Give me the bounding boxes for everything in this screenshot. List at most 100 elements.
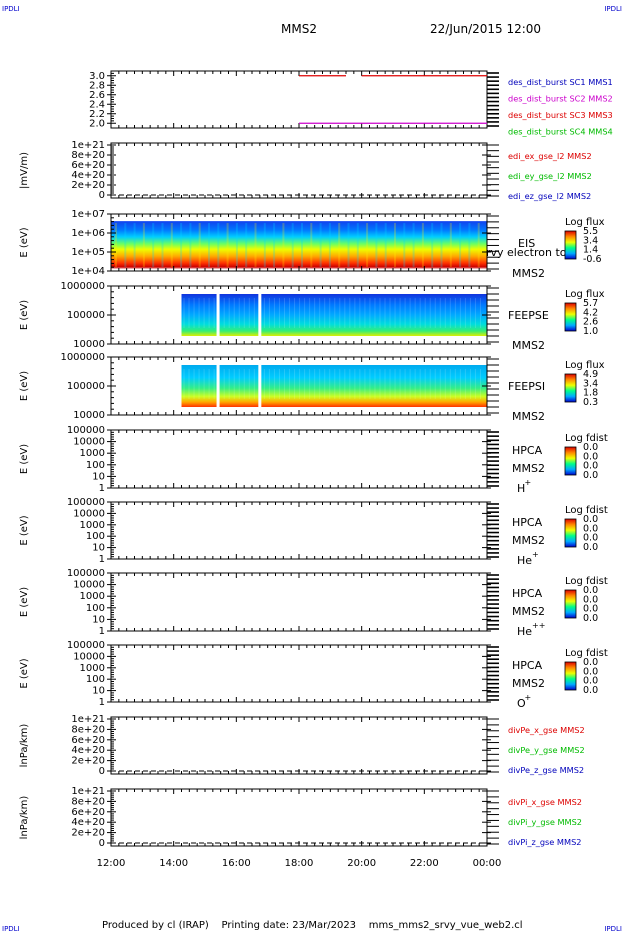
- heatmap-streak: [459, 298, 461, 328]
- heatmap-streak: [374, 298, 376, 328]
- y-axis-label: E (eV): [19, 444, 30, 474]
- corner-label-top-left: IPDLI: [2, 5, 20, 13]
- y-tick-label: 1e+06: [71, 228, 105, 239]
- colorbar: [564, 589, 577, 619]
- y-tick-label: 1e+21: [71, 140, 105, 151]
- y-tick-label: 6e+20: [71, 735, 105, 746]
- panel-feepsi: 1000000 100000 10000 E (eV) FEEPSI MMS2 Log fl…: [19, 352, 605, 423]
- heatmap-streak: [469, 369, 471, 399]
- y-tick-label: 10000: [73, 651, 105, 662]
- y-tick-label: 10000: [73, 339, 105, 350]
- heatmap-streak: [324, 369, 326, 399]
- heatmap-streak: [449, 223, 452, 267]
- heatmap-streak: [268, 369, 270, 399]
- heatmap-streak: [238, 369, 240, 399]
- y-tick-label: 1: [99, 554, 105, 565]
- y-tick-label: 0: [99, 766, 105, 777]
- colorbar-tick-label: 0.0: [583, 451, 598, 462]
- y-tick-label: 6e+20: [71, 807, 105, 818]
- heatmap-streak: [319, 223, 322, 267]
- y-tick-label: 1e+04: [71, 266, 105, 277]
- heatmap-streak: [273, 298, 275, 328]
- colorbar-title: Log fdist: [565, 505, 608, 516]
- heatmap-streak: [152, 223, 155, 267]
- x-tick-label: 00:00: [473, 858, 502, 869]
- heatmap-streak: [431, 223, 434, 267]
- heatmap-streak: [253, 298, 255, 328]
- heatmap-streak: [294, 298, 296, 328]
- spacecraft-label: MMS2: [512, 534, 545, 547]
- heatmap-streak: [115, 223, 117, 267]
- data-gap: [258, 293, 262, 337]
- spacecraft-label: MMS2: [512, 605, 545, 618]
- heatmap-streak: [273, 223, 276, 267]
- heatmap-streak: [404, 369, 406, 399]
- y-tick-label: 1000000: [60, 352, 105, 363]
- heatmap-streak: [238, 298, 240, 328]
- heatmap-streak: [334, 298, 336, 328]
- y-tick-label: 100000: [67, 310, 105, 321]
- species-label: O: [517, 697, 526, 710]
- heatmap-streak: [412, 223, 415, 267]
- heatmap-streak: [208, 223, 210, 267]
- heatmap-streak: [349, 369, 351, 399]
- heatmap-streak: [344, 298, 346, 328]
- panel-feepse: 1000000 100000 10000 E (eV) FEEPSE MMS2 Log fl…: [19, 281, 605, 352]
- heatmap-streak: [233, 369, 235, 399]
- instrument-label: HPCA: [512, 444, 543, 457]
- y-tick-label: 1: [99, 626, 105, 637]
- colorbar-tick-label: 0.0: [583, 533, 598, 544]
- heatmap-streak: [226, 223, 229, 267]
- heatmap-streak: [454, 298, 456, 328]
- heatmap-streak: [414, 369, 416, 399]
- heatmap-streak: [213, 369, 215, 399]
- heatmap-streak: [284, 369, 285, 399]
- heatmap-streak: [459, 369, 461, 399]
- heatmap-streak: [347, 223, 350, 267]
- colorbar-tick-label: 0.0: [583, 461, 598, 472]
- y-axis-label: |mV/m): [19, 152, 30, 189]
- y-tick-label: 100: [86, 531, 105, 542]
- legend-entry: des_dist_burst SC2 MMS2: [508, 94, 613, 104]
- heatmap-streak: [319, 298, 321, 328]
- y-tick-label: 10000: [73, 580, 105, 591]
- legend-entry: des_dist_burst SC4 MMS4: [508, 127, 613, 137]
- heatmap-streak: [394, 369, 396, 399]
- instrument-label: HPCA: [512, 516, 543, 529]
- species-label: He: [517, 625, 532, 638]
- y-axis-label: E (eV): [19, 587, 30, 617]
- heatmap-streak: [248, 298, 250, 328]
- heatmap-streak: [180, 223, 183, 267]
- y-tick-label: 100: [86, 460, 105, 471]
- colorbar-tick-label: 1.4: [583, 245, 598, 256]
- y-tick-label: 100000: [67, 640, 105, 651]
- heatmap-streak: [384, 369, 386, 399]
- heatmap-streak: [449, 298, 451, 328]
- heatmap-streak: [329, 298, 331, 328]
- heatmap-streak: [379, 369, 381, 399]
- heatmap-streak: [124, 223, 127, 267]
- footer-printing-date: Printing date: 23/Mar/2023: [221, 920, 357, 931]
- heatmap-streak: [439, 298, 441, 328]
- heatmap-streak: [233, 298, 235, 328]
- y-tick-label: 0: [99, 838, 105, 849]
- y-tick-label: 10000: [73, 508, 105, 519]
- footer-script-name: mms_mms2_srvy_vue_web2.cl: [368, 920, 523, 931]
- header-spacecraft: MMS2: [281, 22, 317, 36]
- panel-frame: [110, 501, 488, 560]
- y-tick-label: 8e+20: [71, 150, 105, 161]
- colorbar-tick-label: 0.0: [583, 523, 598, 534]
- panel-frame: [110, 572, 488, 632]
- spacecraft-label: MMS2: [512, 677, 545, 690]
- heatmap-streak: [299, 369, 301, 399]
- heatmap-streak: [369, 369, 371, 399]
- heatmap-streak: [268, 298, 270, 328]
- y-tick-label: 10: [92, 614, 105, 625]
- y-tick-label: 8e+20: [71, 724, 105, 735]
- y-tick-label: 1e+21: [71, 786, 105, 797]
- heatmap-streak: [304, 369, 306, 399]
